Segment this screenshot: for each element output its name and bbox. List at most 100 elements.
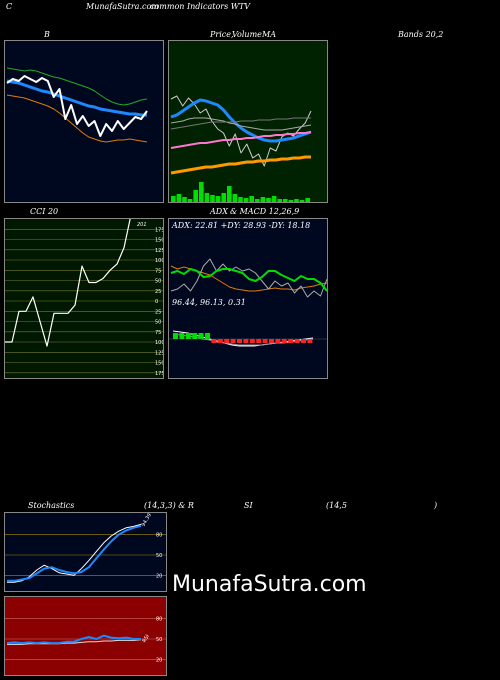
volume-bar [266, 198, 271, 202]
macd-histogram-bar [185, 333, 191, 339]
rsi-panel: 80 50 20 RSI [4, 596, 167, 676]
cci-tick-label: 100 [155, 258, 164, 264]
price-panel [168, 40, 328, 203]
price-volume-chart [170, 95, 312, 202]
macd-histogram-bar [224, 339, 230, 343]
stoch-panel: 80 50 20 94.39 [4, 512, 167, 592]
cci-tick-label: 50 [155, 320, 161, 326]
macd-histogram-bar [173, 333, 178, 339]
cci-tick-label: 75 [155, 330, 161, 336]
adx-panel: ADX: 22.81 +DY: 28.93 -DY: 18.18 96.44, … [168, 218, 328, 379]
volume-bar [277, 199, 282, 202]
volume-bar [227, 186, 232, 202]
stochastics-chart: 80 50 20 94.39 [5, 513, 166, 583]
macd-histogram-bar [211, 339, 217, 343]
cci-title: CCI 20 [30, 207, 59, 216]
macd-histogram-bar [307, 339, 313, 343]
volume-bar [283, 199, 288, 202]
volume-bar [288, 200, 294, 202]
site-name[interactable]: MunafaSutra.com [86, 2, 159, 11]
bollinger-panel [4, 40, 164, 203]
cci-tick-label: 150 [155, 238, 164, 244]
price-title-b: Volume [232, 30, 262, 39]
cci-chart: 175 150 125 100 75 50 25 0 25 50 75 100 125 150 175 201 [5, 219, 164, 377]
macd-histogram-bar [288, 339, 294, 343]
macd-histogram-bar [217, 339, 223, 343]
stoch-title: Stochastics [28, 501, 75, 510]
cci-tick-label: 125 [155, 350, 164, 356]
volume-bar [182, 197, 187, 202]
rsi-params: (14,5 [326, 501, 347, 510]
rsi-tick-label: 80 [156, 617, 162, 623]
volume-bar [193, 190, 198, 202]
cci-tick-label: 125 [155, 248, 164, 254]
rsi-tick-label: 20 [156, 657, 162, 663]
volume-bar [176, 194, 182, 202]
volume-bar [221, 193, 226, 202]
volume-bar [210, 195, 215, 202]
macd-histogram-bar [230, 339, 236, 343]
macd-histogram-bar [243, 339, 249, 343]
volume-bar [232, 194, 238, 202]
stoch-k-line [7, 523, 142, 583]
cci-value-label: 201 [137, 222, 147, 228]
rsi-tick-label: 50 [156, 637, 162, 643]
volume-bar [171, 196, 176, 202]
bands-title: Bands 20,2 [398, 30, 444, 39]
stoch-tick-label: 20 [156, 573, 162, 579]
volume-bar [238, 197, 243, 202]
cci-tick-label: 150 [155, 361, 164, 367]
adx-minus-di-line [170, 268, 327, 292]
volume-bar [260, 197, 266, 202]
pv-ma-orange-line [170, 155, 311, 175]
pv-ma-pink-line [170, 131, 312, 149]
bands-title-b: B [44, 30, 50, 39]
volume-bar [215, 196, 221, 202]
rsi-params-close: ) [434, 501, 438, 510]
rsi-avg-line [7, 639, 142, 645]
cci-tick-label: 25 [155, 309, 161, 315]
volume-bar [294, 199, 299, 202]
pv-ma-short-line [170, 98, 312, 143]
adx-readout: ADX: 22.81 +DY: 28.93 -DY: 18.18 [172, 221, 311, 230]
macd-histogram-bar [281, 339, 287, 343]
volume-bar [199, 182, 204, 202]
adx-plus-di-line [170, 258, 327, 298]
volume-bar [299, 200, 305, 202]
macd-histogram-bar [294, 339, 300, 343]
macd-histogram-bar [301, 339, 306, 343]
bollinger-chart [6, 67, 148, 143]
volume-bar [243, 198, 249, 202]
price-title-c: MA [262, 30, 276, 39]
cci-tick-label: 100 [155, 340, 164, 346]
adx-macd-chart [169, 258, 327, 347]
volume-bar [305, 198, 310, 202]
volume-bar [249, 196, 254, 202]
bb-price-line [6, 75, 148, 137]
cci-panel: 175 150 125 100 75 50 25 0 25 50 75 100 125 150 175 201 [4, 218, 164, 379]
macd-histogram-bar [205, 333, 210, 339]
volume-bar [271, 196, 277, 202]
stoch-tick-label: 50 [156, 553, 162, 559]
bb-middle-line [6, 79, 147, 117]
macd-histogram-bar [237, 339, 242, 343]
rsi-value-label: RSI [142, 634, 151, 644]
stoch-tick-label: 80 [156, 533, 162, 539]
pv-ma-mid-line [170, 117, 312, 131]
watermark: MunafaSutra.com [172, 572, 367, 597]
volume-bar [204, 193, 210, 202]
cci-tick-label: 175 [155, 371, 164, 377]
cci-tick-label: 25 [155, 289, 161, 295]
price-title-a: Price, [210, 30, 234, 39]
cci-tick-label: 175 [155, 227, 164, 233]
cci-line [5, 219, 131, 347]
bb-upper-line [6, 67, 148, 106]
pv-ma-long-line [170, 117, 311, 130]
macd-title: & MACD 12,26,9 [230, 207, 300, 216]
corner-label: C [6, 2, 13, 11]
volume-bar [255, 199, 260, 202]
stoch-d-line [7, 524, 142, 582]
rsi-line [6, 634, 141, 645]
macd-histogram-bar [275, 339, 281, 343]
cci-tick-label: 0 [155, 299, 158, 305]
